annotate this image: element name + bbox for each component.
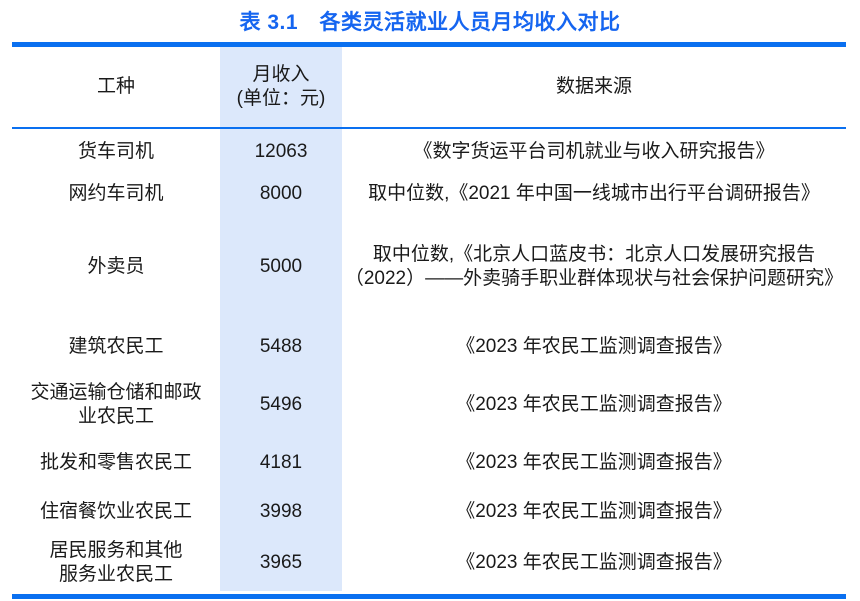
table-row: 货车司机 12063 《数字货运平台司机就业与收入研究报告》 (12, 129, 846, 174)
source-cell: 《2023 年农民工监测调查报告》 (456, 551, 732, 573)
income-cell: 8000 (220, 174, 342, 214)
source-cell: 取中位数,《北京人口蓝皮书：北京人口发展研究报告 （2022）——外卖骑手职业群… (344, 244, 844, 289)
income-cell: 5000 (220, 214, 342, 320)
table-body: 货车司机 12063 《数字货运平台司机就业与收入研究报告》 网约车司机 800… (12, 129, 846, 591)
job-cell: 建筑农民工 (68, 336, 164, 357)
header-divider-rule (12, 127, 846, 129)
table-top-rule (12, 42, 846, 47)
source-cell: 《2023 年农民工监测调查报告》 (456, 394, 732, 415)
table-header-row: 工种 月收入 (单位：元) 数据来源 (12, 47, 846, 127)
source-cell: 《2023 年农民工监测调查报告》 (456, 501, 732, 522)
income-cell: 3998 (220, 490, 342, 534)
job-cell: 交通运输仓储和邮政 业农民工 (30, 382, 202, 427)
table-row: 外卖员 5000 取中位数,《北京人口蓝皮书：北京人口发展研究报告 （2022）… (12, 214, 846, 320)
job-cell: 货车司机 (77, 140, 154, 162)
page-title: 表 3.1 各类灵活就业人员月均收入对比 (239, 11, 621, 34)
table-row: 批发和零售农民工 4181 《2023 年农民工监测调查报告》 (12, 436, 846, 490)
job-cell: 居民服务和其他 服务业农民工 (49, 539, 183, 585)
header-cell-source: 数据来源 (555, 76, 632, 97)
income-cell: 5496 (220, 374, 342, 436)
source-cell: 《2023 年农民工监测调查报告》 (456, 336, 732, 357)
table-row: 建筑农民工 5488 《2023 年农民工监测调查报告》 (12, 320, 846, 374)
source-cell: 取中位数,《2021 年中国一线城市出行平台调研报告》 (368, 183, 820, 204)
source-cell: 《2023 年农民工监测调查报告》 (456, 452, 732, 473)
header-cell-job-type: 工种 (96, 76, 135, 97)
table-row: 居民服务和其他 服务业农民工 3965 《2023 年农民工监测调查报告》 (12, 534, 846, 591)
income-cell: 3965 (220, 534, 342, 591)
table-row: 交通运输仓储和邮政 业农民工 5496 《2023 年农民工监测调查报告》 (12, 374, 846, 436)
job-cell: 住宿餐饮业农民工 (39, 501, 192, 522)
job-cell: 批发和零售农民工 (39, 452, 192, 473)
header-cell-income: 月收入 (单位：元) (220, 47, 342, 127)
income-cell: 4181 (220, 436, 342, 490)
job-cell: 外卖员 (87, 256, 145, 277)
job-cell: 网约车司机 (68, 183, 164, 204)
source-cell: 《数字货运平台司机就业与收入研究报告》 (413, 140, 775, 162)
income-cell: 12063 (220, 129, 342, 174)
income-cell: 5488 (220, 320, 342, 374)
table-bottom-rule (12, 594, 846, 599)
table-row: 住宿餐饮业农民工 3998 《2023 年农民工监测调查报告》 (12, 490, 846, 534)
table-row: 网约车司机 8000 取中位数,《2021 年中国一线城市出行平台调研报告》 (12, 174, 846, 214)
income-table: 工种 月收入 (单位：元) 数据来源 货车司机 12063 《数字货运平台司机就… (12, 42, 846, 599)
